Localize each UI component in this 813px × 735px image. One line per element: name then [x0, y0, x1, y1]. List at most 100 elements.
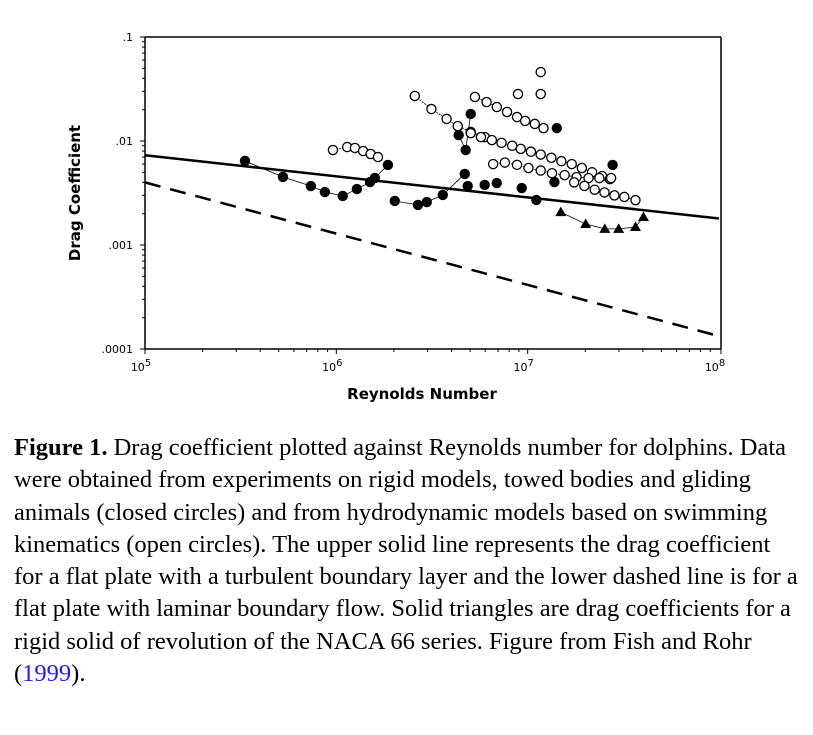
- open-circle-point: [486, 134, 498, 146]
- filled-circle-point: [319, 186, 331, 198]
- filled-circle-point: [465, 108, 476, 120]
- x-tick-label: 108: [705, 358, 725, 374]
- plot-frame: [144, 36, 722, 350]
- open-circle-point: [512, 88, 524, 100]
- open-circle-point: [605, 172, 617, 184]
- x-tick-label: 105: [131, 358, 151, 374]
- open-circle-point: [327, 144, 339, 156]
- y-tick-label: .01: [116, 135, 134, 148]
- open-circle-point: [546, 152, 557, 164]
- open-circle-point: [576, 162, 588, 174]
- open-circle-point: [481, 96, 492, 108]
- filled-triangle-point: [637, 211, 649, 221]
- filled-triangle-point: [555, 206, 567, 217]
- filled-circle-point: [462, 180, 473, 192]
- open-circle-point: [538, 122, 549, 134]
- open-circle-point: [491, 101, 503, 113]
- x-axis-title: Reynolds Number: [347, 385, 497, 403]
- series-filled-circle: [239, 108, 618, 211]
- filled-circle-point: [382, 159, 394, 171]
- open-circle-point: [594, 172, 605, 184]
- caption-text: Drag coefficient plotted against Reynold…: [14, 434, 798, 688]
- open-circle-point: [535, 165, 546, 176]
- open-circle-point: [568, 177, 580, 188]
- open-circle-point: [579, 180, 590, 192]
- open-circle-point: [619, 191, 630, 203]
- filled-circle-point: [516, 182, 527, 194]
- open-circle-point: [609, 190, 620, 201]
- open-circle-point: [559, 169, 570, 181]
- filled-circle-point: [531, 194, 542, 206]
- turbulent-solid-line: [144, 153, 720, 220]
- open-circle-point: [499, 157, 511, 168]
- figure-caption: Figure 1. Drag coefficient plotted again…: [14, 432, 804, 690]
- open-circle-point: [566, 158, 578, 170]
- open-circle-point: [556, 155, 567, 167]
- filled-circle-point: [389, 195, 400, 207]
- filled-triangle-point: [613, 223, 625, 233]
- data-series: [239, 66, 649, 233]
- filled-circle-point: [412, 199, 424, 211]
- open-circle-point: [475, 131, 487, 143]
- open-circle-point: [519, 115, 531, 127]
- series-connector-line: [560, 211, 644, 230]
- open-circle-point: [372, 151, 384, 163]
- filled-circle-point: [551, 122, 563, 134]
- filled-circle-point: [421, 196, 432, 208]
- laminar-dashed-line: [144, 181, 720, 338]
- open-circle-point: [496, 137, 507, 149]
- filled-circle-point: [437, 189, 448, 201]
- open-circle-point: [535, 88, 546, 100]
- reference-lines: [144, 153, 720, 338]
- open-circle-point: [441, 113, 452, 125]
- x-tick-label: 107: [513, 358, 533, 374]
- filled-circle-point: [549, 176, 560, 188]
- filled-triangle-point: [599, 223, 611, 233]
- y-tick-label: .001: [109, 239, 134, 252]
- filled-triangle-point: [580, 218, 592, 229]
- y-tick-label: .1: [123, 31, 134, 44]
- x-tick-label: 106: [322, 358, 342, 374]
- filled-circle-point: [305, 180, 317, 192]
- open-circle-point: [452, 120, 463, 132]
- filled-circle-point: [337, 190, 348, 202]
- filled-circle-point: [239, 155, 251, 167]
- open-circle-point: [515, 143, 526, 155]
- filled-circle-point: [479, 179, 490, 191]
- y-axis-title: Drag Coefficient: [66, 125, 84, 261]
- caption-tail: ).: [71, 660, 86, 688]
- open-circle-point: [546, 167, 558, 179]
- open-circle-point: [523, 162, 534, 174]
- drag-coefficient-chart: .1 .01 .001 .0001 105 106 107 108 Reynolds Numb…: [66, 31, 726, 403]
- open-circle-point: [487, 158, 499, 170]
- filled-circle-point: [351, 183, 363, 195]
- open-circle-point: [469, 91, 481, 103]
- filled-circle-point: [460, 144, 471, 156]
- caption-lead: Figure 1.: [14, 434, 108, 461]
- filled-circle-point: [491, 177, 502, 189]
- series-open-circle: [327, 66, 641, 206]
- filled-circle-point: [607, 159, 618, 171]
- open-circle-point: [409, 90, 421, 102]
- axis-ticks: .1 .01 .001 .0001 105 106 107 108: [102, 31, 726, 374]
- filled-circle-point: [369, 172, 381, 184]
- open-circle-point: [630, 194, 641, 206]
- open-circle-point: [525, 146, 537, 157]
- series-filled-triangle: [555, 206, 649, 233]
- filled-triangle-point: [629, 221, 641, 231]
- open-circle-point: [535, 149, 546, 160]
- y-tick-label: .0001: [102, 343, 134, 356]
- filled-circle-point: [453, 129, 464, 141]
- filled-circle-point: [459, 168, 470, 180]
- open-circle-point: [589, 184, 600, 195]
- open-circle-point: [501, 106, 513, 118]
- open-circle-point: [465, 127, 476, 139]
- open-circle-point: [506, 140, 518, 152]
- open-circle-point: [599, 187, 610, 198]
- open-circle-point: [511, 159, 523, 171]
- citation-link[interactable]: 1999: [22, 660, 72, 688]
- open-circle-point: [426, 103, 437, 115]
- open-circle-point: [535, 66, 546, 78]
- filled-circle-point: [277, 171, 289, 183]
- open-circle-point: [529, 118, 541, 130]
